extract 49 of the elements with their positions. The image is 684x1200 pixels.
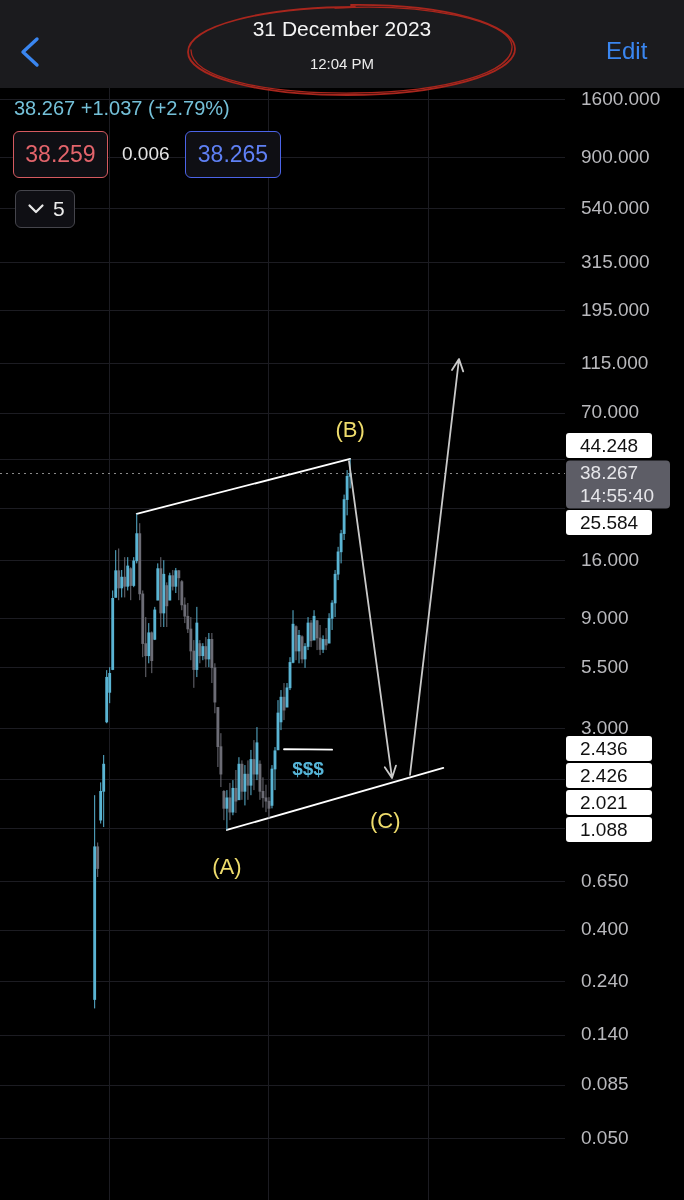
y-tick-label: 1600.000: [581, 88, 661, 110]
text: Edit: [606, 37, 648, 65]
chart-title: 31 December 2023: [252, 17, 432, 40]
y-tick-label: 0.650: [581, 869, 629, 891]
candlestick: [96, 841, 100, 878]
candlestick: [222, 789, 226, 821]
y-tick-label: 0.140: [581, 1023, 629, 1045]
text: 2.426: [566, 763, 652, 788]
y-tick-label: 70.000: [581, 401, 640, 423]
y-tick-label: 3.000: [581, 716, 629, 738]
y-tick-label: 16.000: [581, 549, 640, 571]
dropdown-button: 5: [15, 190, 75, 228]
price-box: 38.259: [13, 131, 108, 178]
text: 25.584: [566, 510, 652, 535]
text: 2.436: [566, 736, 652, 761]
text: 44.248: [566, 433, 652, 458]
annotation: (C): [370, 808, 401, 834]
ref-line-label: 38.267 14:55:40: [580, 461, 654, 506]
y-tick-label: 0.240: [581, 969, 629, 991]
candlestick: [228, 782, 232, 821]
candlestick: [126, 556, 130, 591]
y-tick-label: 9.000: [581, 606, 629, 628]
y-tick-label: 195.000: [581, 298, 650, 320]
y-tick-label: 900.000: [581, 145, 650, 167]
candlestick: [177, 569, 181, 601]
y-tick-label: 115.000: [581, 351, 649, 373]
candlestick: [147, 622, 151, 664]
candlestick: [171, 569, 175, 591]
data-label: (A): [212, 854, 242, 880]
annotation: 38.267 +1.037 (+2.79%): [14, 97, 230, 120]
y-tick-label: 0.085: [581, 1073, 629, 1095]
text: 2.021: [566, 790, 652, 815]
candlestick: [123, 556, 127, 598]
candlestick: [120, 569, 124, 598]
y-tick-label: 315.000: [581, 250, 650, 272]
y-tick-label: 5.500: [581, 655, 629, 677]
annotation: 0.006: [122, 143, 170, 165]
candlestick: [129, 566, 133, 601]
y-tick-label: 0.400: [581, 918, 629, 940]
candlestick: [324, 627, 328, 651]
annotation: 5: [53, 197, 65, 222]
y-tick-label: 0.050: [581, 1126, 629, 1148]
text: 1.088: [566, 817, 652, 842]
price-box: 38.265: [185, 131, 281, 178]
data-label: $$$: [292, 757, 325, 779]
data-label: (B): [335, 417, 365, 443]
y-tick-label: 540.000: [581, 196, 650, 218]
candlestick: [165, 581, 169, 628]
chart-subtitle: 12:04 PM: [309, 55, 375, 72]
